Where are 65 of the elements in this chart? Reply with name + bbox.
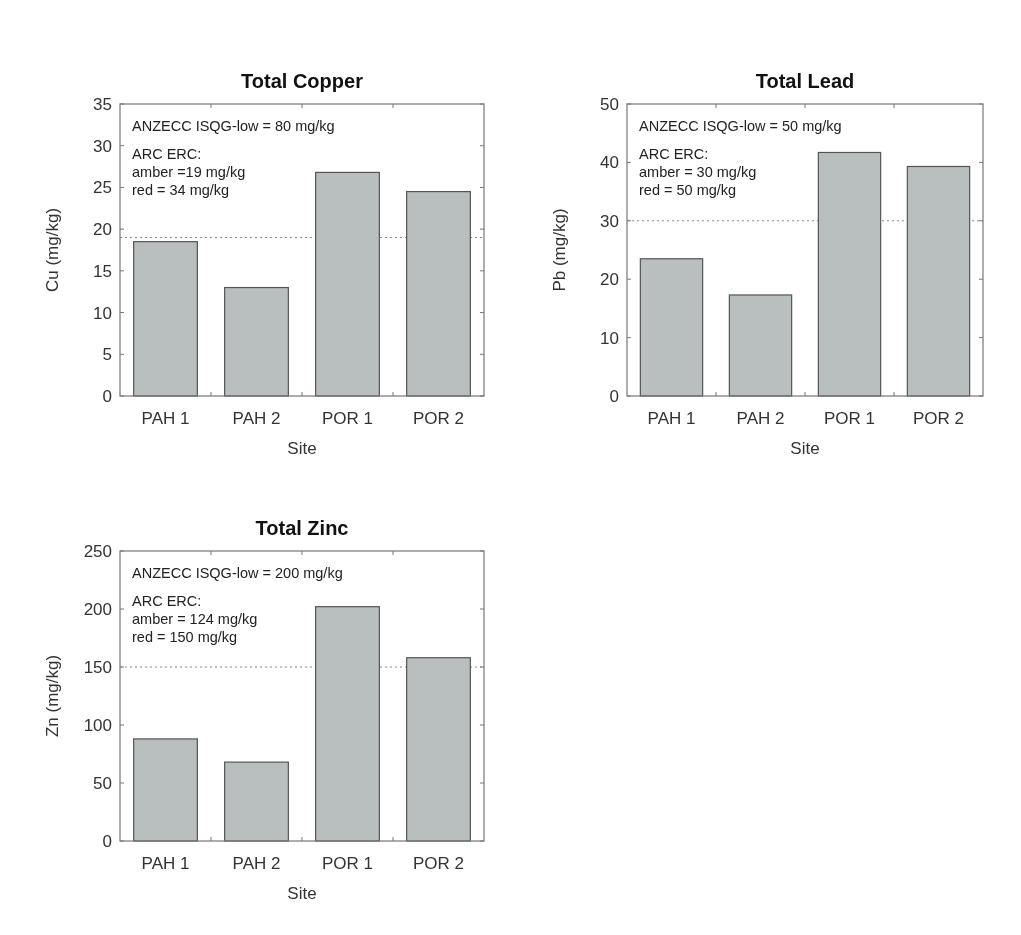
bar	[315, 171, 380, 397]
bar	[224, 286, 289, 397]
y-tick-label: 0	[102, 386, 112, 406]
y-axis-title: Zn (mg/kg)	[43, 654, 62, 738]
y-tick-label: 150	[83, 657, 112, 677]
x-tick-label: POR 2	[412, 409, 465, 428]
x-tick-label: PAH 2	[736, 409, 785, 428]
y-tick-label: 10	[600, 328, 619, 348]
annotation: ANZECC ISQG-low = 50 mg/kg	[639, 118, 842, 135]
annotation: amber =19 mg/kg	[132, 164, 246, 181]
x-tick-label: PAH 2	[232, 854, 281, 873]
annotation: ANZECC ISQG-low = 80 mg/kg	[132, 118, 335, 135]
y-tick-label: 0	[609, 386, 619, 406]
chart-title: Total Zinc	[255, 517, 349, 539]
bar	[817, 151, 882, 397]
x-tick-label: PAH 2	[232, 409, 281, 428]
annotation: red = 34 mg/kg	[132, 182, 230, 199]
x-tick-label: POR 1	[321, 854, 374, 873]
annotation: amber = 30 mg/kg	[639, 164, 757, 181]
y-tick-label: 30	[600, 211, 619, 231]
annotation: ARC ERC:	[639, 146, 709, 163]
bar	[906, 165, 971, 397]
y-axis-title: Pb (mg/kg)	[550, 208, 569, 292]
y-axis-title: Cu (mg/kg)	[43, 207, 62, 293]
y-tick-label: 30	[93, 136, 112, 156]
y-tick-label: 15	[93, 261, 112, 281]
y-tick-label: 0	[102, 831, 112, 851]
x-tick-label: POR 1	[321, 409, 374, 428]
x-tick-label: POR 1	[823, 409, 876, 428]
chart-title: Total Lead	[755, 70, 855, 92]
y-tick-label: 25	[93, 178, 112, 198]
annotation: ANZECC ISQG-low = 200 mg/kg	[132, 565, 343, 582]
bar	[728, 294, 793, 397]
y-tick-label: 50	[93, 773, 112, 793]
x-tick-label: PAH 1	[647, 409, 696, 428]
y-tick-label: 35	[93, 94, 112, 114]
bar	[133, 738, 198, 842]
y-tick-label: 10	[93, 303, 112, 323]
bar	[315, 606, 380, 842]
x-tick-label: POR 2	[912, 409, 965, 428]
annotation: ARC ERC:	[132, 146, 202, 163]
y-tick-label: 50	[600, 94, 619, 114]
chart-title: Total Copper	[241, 70, 364, 92]
y-tick-label: 20	[93, 220, 112, 240]
bar	[639, 258, 704, 397]
y-tick-label: 250	[83, 541, 112, 561]
bar	[406, 657, 471, 842]
bar	[224, 761, 289, 842]
y-tick-label: 200	[83, 599, 112, 619]
x-tick-label: POR 2	[412, 854, 465, 873]
y-tick-label: 40	[600, 153, 619, 173]
x-tick-label: PAH 1	[141, 854, 190, 873]
x-axis-title: Site	[287, 884, 317, 903]
annotation: red = 150 mg/kg	[132, 629, 238, 646]
y-tick-label: 5	[102, 345, 112, 365]
annotation: red = 50 mg/kg	[639, 182, 737, 199]
bar	[406, 191, 471, 397]
y-tick-label: 20	[600, 270, 619, 290]
y-tick-label: 100	[83, 715, 112, 735]
annotation: ARC ERC:	[132, 593, 202, 610]
bar	[133, 241, 198, 397]
annotation: amber = 124 mg/kg	[132, 611, 258, 628]
x-axis-title: Site	[287, 439, 317, 458]
x-tick-label: PAH 1	[141, 409, 190, 428]
x-axis-title: Site	[790, 439, 820, 458]
